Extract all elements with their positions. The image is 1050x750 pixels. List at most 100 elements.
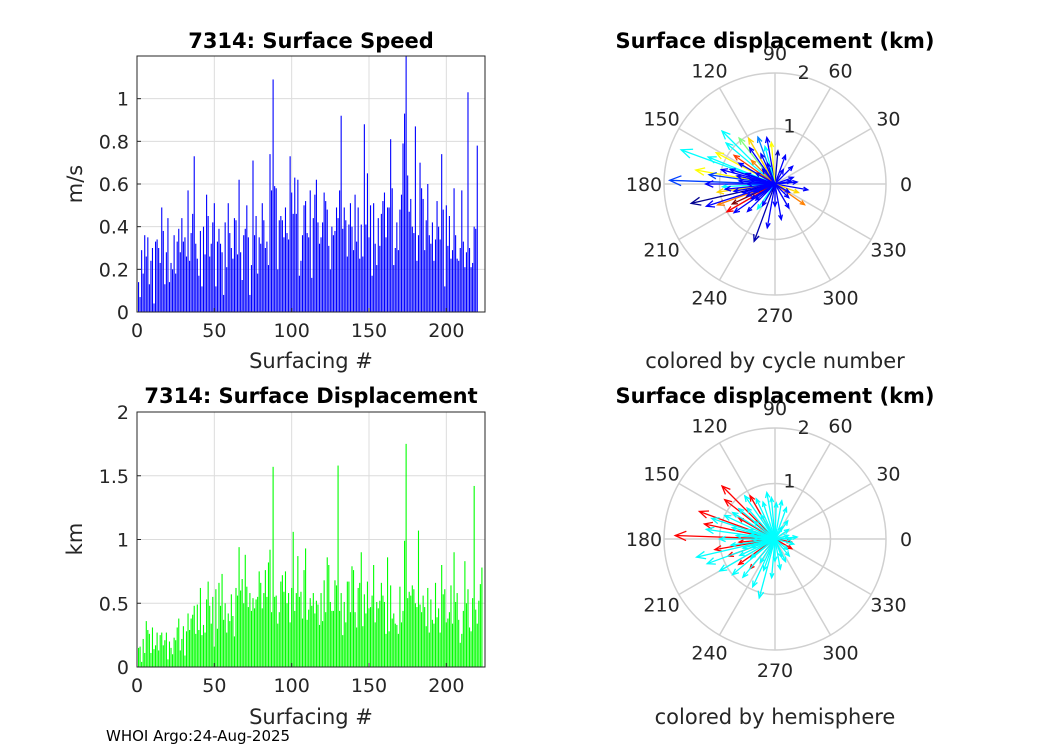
bar: [165, 252, 167, 312]
y-tick-label: 0.2: [99, 259, 129, 281]
bar: [311, 605, 313, 667]
bar: [199, 230, 201, 312]
arrow-head: [729, 541, 737, 548]
y-tick-label: 2: [117, 402, 129, 424]
arrow-head: [762, 565, 768, 572]
displacement-arrow: [732, 154, 776, 185]
arrow-head: [679, 148, 694, 159]
arrow-head: [713, 545, 723, 552]
bar: [179, 650, 181, 667]
bar: [450, 585, 452, 667]
bar: [430, 599, 432, 667]
bar: [428, 235, 430, 312]
arrow-shaft: [774, 500, 783, 540]
arrow-head: [783, 192, 790, 199]
bar: [176, 241, 178, 312]
bar: [455, 235, 457, 312]
arrow-head: [703, 180, 714, 188]
arrow-head: [766, 161, 772, 169]
bar: [393, 265, 395, 312]
bar: [359, 258, 361, 312]
bar: [393, 613, 395, 667]
bar: [397, 633, 399, 667]
bar: [376, 601, 378, 667]
arrow-head: [750, 194, 757, 200]
bar: [179, 252, 181, 312]
bar: [141, 661, 143, 667]
bar: [317, 222, 319, 312]
bar: [320, 237, 322, 312]
displacement-xlabel: Surfacing #: [249, 705, 373, 729]
bar: [153, 649, 155, 667]
arrow-head: [778, 168, 785, 175]
bar: [190, 233, 192, 312]
arrow-head: [719, 168, 729, 175]
displacement-arrow: [773, 501, 779, 540]
arrow-shaft: [750, 534, 776, 540]
displacement-arrow: [754, 172, 776, 185]
displacement-arrow: [748, 177, 776, 185]
bar: [288, 239, 290, 312]
bar: [297, 179, 299, 312]
bar: [168, 282, 171, 312]
bar: [339, 190, 341, 312]
displacement-arrow: [741, 538, 776, 579]
polar-hemisphere-title: Surface displacement (km): [615, 384, 934, 408]
angle-label: 300: [822, 287, 858, 309]
bar: [369, 205, 372, 312]
arrow-head: [786, 179, 794, 185]
bar: [351, 226, 353, 312]
bar: [397, 250, 399, 312]
arrow-head: [772, 201, 778, 208]
bar: [479, 584, 481, 667]
bar: [309, 190, 311, 312]
angle-label: 90: [763, 398, 787, 420]
bar: [243, 235, 245, 312]
displacement-arrow: [774, 538, 790, 551]
bar: [274, 186, 276, 312]
angle-label: 0: [900, 529, 912, 551]
arrow-shaft: [762, 538, 776, 571]
bar: [233, 636, 235, 667]
bar: [241, 280, 243, 312]
displacement-arrow: [694, 538, 776, 560]
bar: [407, 175, 409, 312]
bar: [288, 593, 290, 667]
bar: [315, 179, 317, 312]
bar: [201, 286, 203, 312]
bar: [189, 260, 191, 312]
arrow-head: [778, 214, 784, 222]
x-tick-label: 0: [131, 675, 143, 697]
bar: [281, 220, 283, 312]
displacement-arrow: [764, 490, 776, 540]
arrow-head: [784, 187, 791, 194]
bar: [155, 241, 157, 312]
arrow-shaft: [774, 150, 779, 185]
bar: [227, 203, 229, 312]
bar: [164, 640, 166, 667]
displacement-arrow: [723, 514, 776, 540]
displacement-title: 7314: Surface Displacement: [144, 384, 477, 408]
bar: [246, 586, 248, 667]
displacement-arrow: [774, 499, 784, 540]
bar: [249, 294, 251, 312]
speed-ticks: 0 50 100 150 200 0 0.2 0.4 0.6 0.8 1: [99, 89, 465, 342]
bar: [221, 252, 223, 312]
bar: [472, 598, 474, 667]
angle-label: 240: [691, 287, 727, 309]
arrow-head: [778, 499, 784, 506]
bar: [297, 556, 299, 667]
y-tick-label: 1.5: [99, 466, 129, 488]
displacement-ylabel: km: [63, 523, 87, 556]
bar: [360, 552, 362, 667]
bar: [172, 654, 174, 667]
arrow-head: [702, 521, 714, 530]
arrow-head: [769, 495, 775, 503]
bar: [274, 596, 276, 667]
bar: [303, 205, 305, 312]
bar: [204, 632, 206, 667]
bar: [247, 237, 249, 312]
arrow-head: [772, 556, 778, 563]
bar: [165, 632, 167, 667]
bar: [300, 260, 302, 312]
